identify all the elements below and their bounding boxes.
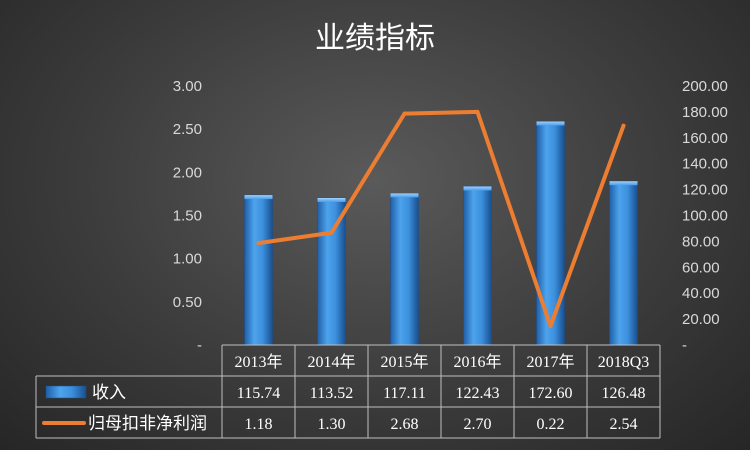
right-tick-label: -: [682, 337, 687, 354]
right-tick-label: 60.00: [682, 259, 720, 276]
bar: [536, 121, 565, 346]
line-point: [548, 324, 553, 329]
bar-cap: [317, 197, 346, 202]
category-label: 2018Q3: [598, 354, 650, 371]
table-cell: 1.30: [318, 416, 346, 433]
chart-title: 业绩指标: [315, 21, 435, 56]
table-cell: 115.74: [237, 385, 280, 402]
line-point: [475, 109, 480, 114]
right-axis: - 20.00 40.00 60.00 80.00 100.00 120.00 140.00 1…: [682, 78, 728, 354]
bar-series: [244, 121, 638, 346]
right-tick-label: 80.00: [682, 233, 720, 250]
table-cell: 0.22: [537, 416, 565, 433]
left-tick-label: 3.00: [173, 78, 202, 95]
bar: [463, 186, 492, 346]
right-tick-label: 20.00: [682, 311, 720, 328]
left-tick-label: 1.00: [173, 251, 202, 268]
right-tick-label: 100.00: [682, 208, 728, 225]
right-tick-label: 180.00: [682, 104, 728, 121]
line-point: [621, 123, 626, 128]
bar-cap: [390, 193, 419, 198]
bar: [317, 197, 346, 346]
legend-label-profit: 归母扣非净利润: [88, 414, 207, 434]
bar-cap: [609, 181, 638, 186]
legend-label-revenue: 收入: [92, 383, 126, 403]
right-tick-label: 160.00: [682, 130, 728, 147]
category-label: 2014年: [307, 353, 355, 371]
data-table: 2013年 2014年 2015年 2016年 2017年 2018Q3 收入 115.74 1…: [35, 344, 661, 439]
line-point: [256, 241, 261, 246]
left-tick-label: 2.50: [173, 121, 202, 138]
right-tick-label: 140.00: [682, 156, 728, 173]
category-label: 2016年: [453, 353, 501, 371]
table-cell: 117.11: [383, 385, 426, 402]
line-point: [402, 111, 407, 116]
right-tick-label: 120.00: [682, 182, 728, 199]
right-tick-label: 200.00: [682, 78, 728, 95]
line-path: [256, 109, 626, 329]
table-cell: 1.18: [245, 416, 273, 433]
line-point: [329, 230, 334, 235]
bar-cap: [536, 121, 565, 126]
bar-cap: [244, 195, 273, 200]
bar: [390, 193, 419, 346]
table-cell: 126.48: [602, 385, 646, 402]
table-cell: 2.54: [610, 416, 638, 433]
left-tick-label: 0.50: [173, 294, 202, 311]
category-label: 2015年: [380, 353, 428, 371]
table-cell: 122.43: [456, 385, 500, 402]
table-cell: 172.60: [529, 385, 573, 402]
category-label: 2017年: [526, 353, 574, 371]
left-tick-label: 2.00: [173, 164, 202, 181]
right-tick-label: 40.00: [682, 285, 720, 302]
table-cell: 113.52: [310, 385, 353, 402]
category-label: 2013年: [234, 353, 282, 371]
line-series: [256, 109, 626, 329]
left-tick-label: 1.50: [173, 208, 202, 225]
bar: [244, 194, 273, 346]
left-axis: - 0.50 1.00 1.50 2.00 2.50 3.00: [173, 78, 202, 354]
bar-cap: [463, 186, 492, 191]
table-cell: 2.68: [391, 416, 419, 433]
left-tick-label: -: [197, 337, 202, 354]
table-cell: 2.70: [464, 416, 492, 433]
legend-swatch-bar: [45, 385, 87, 399]
bar: [609, 180, 638, 346]
